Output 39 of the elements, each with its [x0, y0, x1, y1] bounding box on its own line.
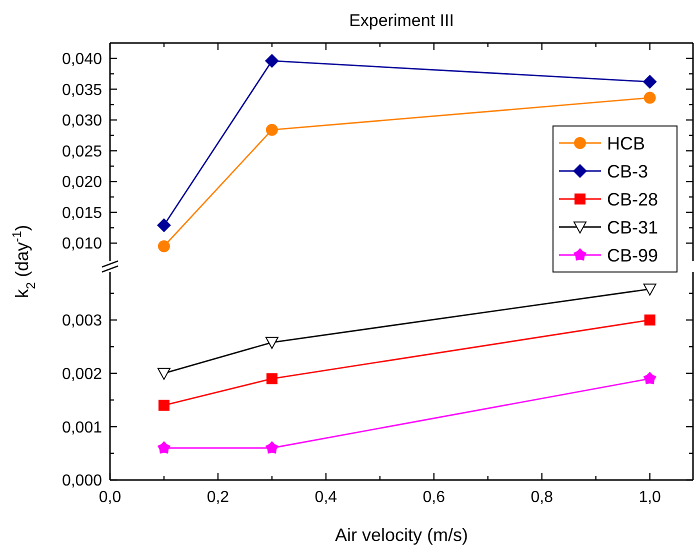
y-tick-label: 0,003 — [62, 312, 102, 330]
point — [643, 372, 656, 384]
y-tick-label: 0,025 — [62, 143, 102, 160]
x-tick-label: 0,8 — [530, 489, 554, 506]
y-tick-label: 0,001 — [62, 419, 102, 436]
y-tick-label: 0,002 — [62, 366, 102, 383]
point — [157, 368, 170, 380]
point — [265, 441, 279, 454]
x-tick-label: 0,6 — [422, 489, 446, 506]
x-tick-label: 0,4 — [314, 489, 338, 506]
point — [266, 373, 278, 384]
point — [156, 218, 171, 232]
y-tick-label: 0,000 — [62, 472, 102, 490]
legend-label: CB-3 — [607, 161, 648, 182]
legend-label: CB-28 — [607, 189, 658, 210]
x-tick-label: 0,0 — [98, 489, 122, 506]
point — [266, 124, 278, 136]
point — [264, 54, 279, 68]
legend-label: CB-31 — [607, 217, 658, 238]
y-tick-label: 0,010 — [62, 236, 102, 253]
x-tick-label: 0,2 — [206, 489, 230, 506]
legend-label: CB-99 — [607, 245, 658, 266]
y-tick-label: 0,040 — [62, 50, 102, 68]
y-tick-label: 0,030 — [62, 112, 102, 130]
y-tick-label: 0,015 — [62, 204, 102, 222]
point — [642, 74, 657, 89]
y-tick-label: 0,020 — [62, 174, 102, 192]
point — [643, 284, 656, 296]
legend-label: HCB — [607, 133, 646, 154]
y-tick-label: 0,035 — [62, 82, 102, 99]
chart-title: Experiment III — [349, 11, 454, 30]
point — [265, 336, 278, 349]
point — [644, 314, 656, 326]
point — [158, 240, 170, 252]
x-tick-label: 1,0 — [638, 489, 662, 506]
point — [158, 400, 170, 411]
x-axis-title: Air velocity (m/s) — [334, 525, 468, 545]
point — [157, 441, 171, 454]
point — [644, 92, 656, 104]
